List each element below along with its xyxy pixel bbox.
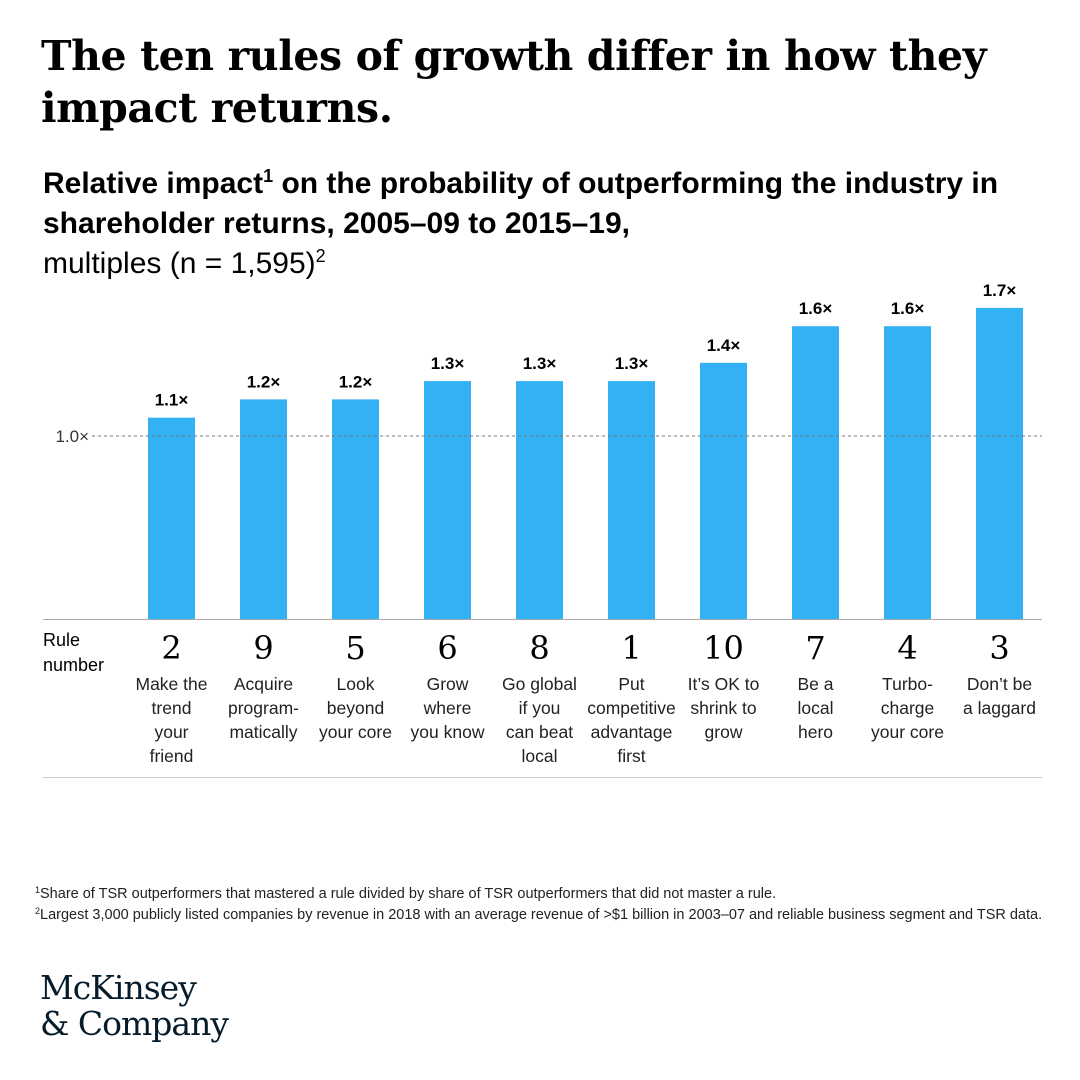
- rule-column-3: 3 Don’t be a laggard: [953, 628, 1047, 720]
- rule-number-5: 5: [345, 629, 366, 667]
- bottom-divider: [43, 777, 1042, 778]
- chart-subtitle: Relative impact1 on the probability of o…: [43, 164, 1043, 284]
- subtitle-part-1: Relative impact: [43, 167, 264, 200]
- rule-name-9: Acquire program- matically: [228, 674, 299, 742]
- bar-chart: 1.1× 1.2× 1.2× 1.3× 1.3× 1.3× 1.4× 1.6× 1.6× 1.7×…: [43, 281, 1042, 620]
- value-label-rule-2: 1.1×: [155, 391, 189, 410]
- value-label-rule-3: 1.7×: [983, 281, 1017, 300]
- bar-rule-10: [700, 362, 747, 619]
- value-label-rule-1: 1.3×: [615, 354, 649, 373]
- rule-number-1: 1: [621, 629, 642, 667]
- value-label-rule-4: 1.6×: [891, 299, 925, 318]
- rule-number-header: Rule number: [43, 630, 105, 675]
- rule-number-6: 6: [437, 629, 458, 667]
- rule-name-10: It’s OK to shrink to grow: [687, 674, 760, 742]
- rule-column-10: 10 It’s OK to shrink to grow: [677, 628, 771, 744]
- value-label-rule-9: 1.2×: [247, 372, 281, 391]
- value-label-rule-10: 1.4×: [707, 336, 741, 355]
- rule-column-4: 4 Turbo- charge your core: [861, 628, 955, 744]
- rule-name-2: Make the trend your friend: [135, 674, 208, 766]
- rule-number-3: 3: [989, 629, 1010, 667]
- logo-line-1: McKinsey: [40, 968, 197, 1007]
- bar-rule-6: [424, 381, 471, 619]
- rule-column-1: 1 Put competitive advantage first: [585, 628, 679, 768]
- rule-name-5: Look beyond your core: [319, 674, 392, 742]
- value-label-rule-7: 1.6×: [799, 299, 833, 318]
- value-label-rule-8: 1.3×: [523, 354, 557, 373]
- bar-rule-1: [608, 381, 655, 619]
- rule-name-8: Go global if you can beat local: [502, 674, 577, 766]
- subtitle-part-2: on the probability of outperforming the …: [43, 167, 999, 240]
- bar-rule-5: [332, 399, 379, 619]
- rule-number-10: 10: [703, 629, 744, 667]
- rule-name-3: Don’t be a laggard: [963, 674, 1036, 718]
- footnote-ref-2: 2: [315, 246, 326, 266]
- rule-number-9: 9: [253, 629, 274, 667]
- value-label-rule-5: 1.2×: [339, 372, 373, 391]
- rule-column-9: 9 Acquire program- matically: [217, 628, 311, 744]
- footnotes: 1Share of TSR outperformers that mastere…: [35, 884, 1045, 926]
- rule-name-1: Put competitive advantage first: [587, 674, 676, 766]
- bar-rule-2: [148, 417, 195, 619]
- subtitle-part-3: multiples (n = 1,595): [43, 247, 316, 280]
- bar-rule-4: [884, 326, 931, 619]
- mckinsey-logo: McKinsey & Company: [40, 968, 229, 1043]
- rule-column-7: 7 Be a local hero: [769, 628, 863, 744]
- rule-column-2: 2 Make the trend your friend: [125, 628, 219, 768]
- footnote-1: 1Share of TSR outperformers that mastere…: [35, 885, 777, 903]
- rule-number-7: 7: [805, 629, 826, 667]
- footnote-ref-1: 1: [263, 166, 274, 186]
- footnote-2: 2Largest 3,000 publicly listed companies…: [35, 906, 1043, 924]
- reference-line-label: 1.0×: [55, 427, 89, 446]
- bar-rule-9: [240, 399, 287, 619]
- page-title: The ten rules of growth differ in how th…: [41, 32, 987, 132]
- rule-name-6: Grow where you know: [410, 674, 485, 742]
- bar-rule-7: [792, 326, 839, 619]
- bar-rule-8: [516, 381, 563, 619]
- rule-number-8: 8: [529, 629, 550, 667]
- rule-column-6: 6 Grow where you know: [401, 628, 495, 744]
- logo-line-2: & Company: [40, 1004, 229, 1043]
- rule-number-4: 4: [897, 629, 918, 667]
- rule-name-7: Be a local hero: [797, 674, 834, 742]
- value-label-rule-6: 1.3×: [431, 354, 465, 373]
- rule-number-2: 2: [161, 629, 182, 667]
- bar-rule-3: [976, 307, 1023, 619]
- rule-column-5: 5 Look beyond your core: [309, 628, 403, 744]
- rule-column-8: 8 Go global if you can beat local: [493, 628, 587, 768]
- rule-name-4: Turbo- charge your core: [871, 674, 944, 742]
